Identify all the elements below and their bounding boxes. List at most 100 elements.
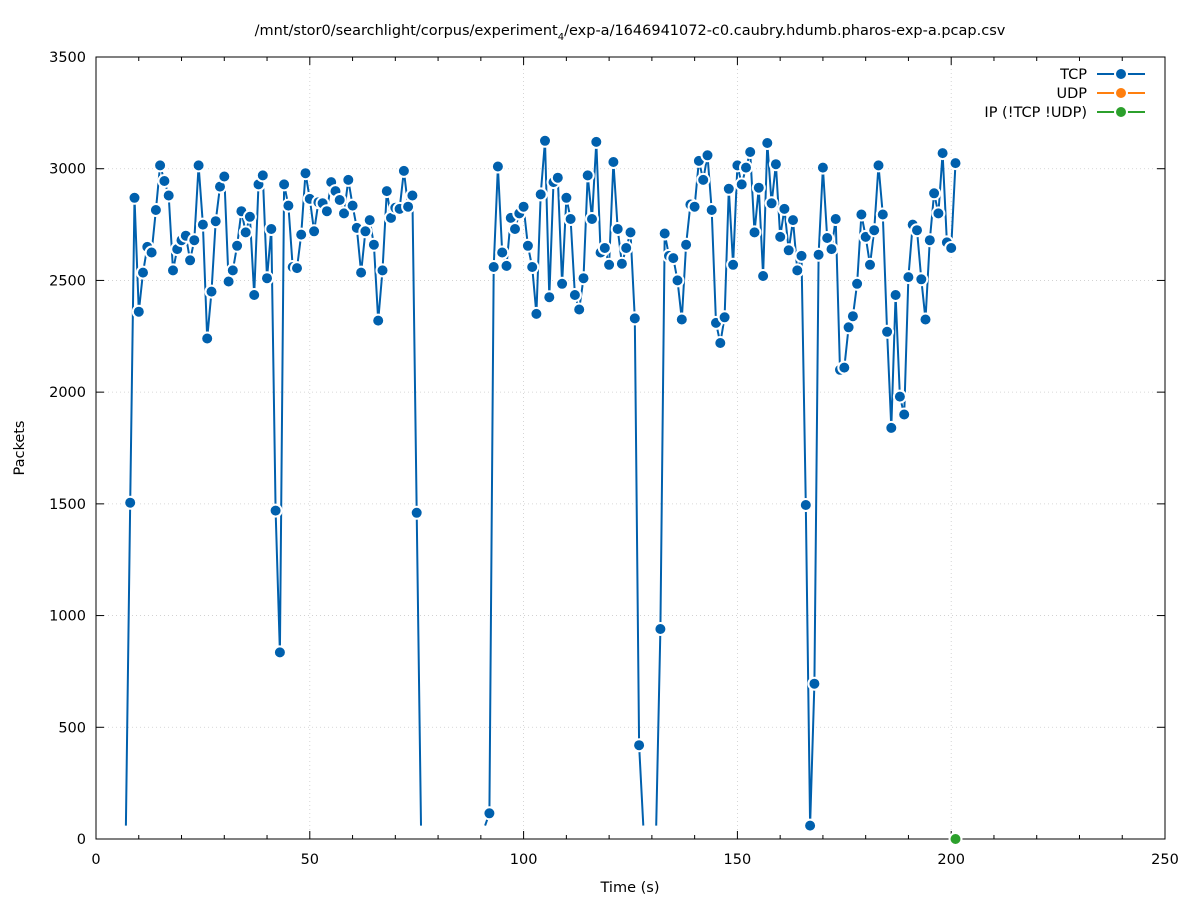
y-tick-label: 0	[77, 832, 86, 848]
data-point	[897, 407, 912, 422]
data-point	[161, 188, 176, 203]
data-point	[127, 190, 142, 205]
data-point	[619, 241, 634, 255]
data-point	[366, 237, 381, 252]
chart-title-suffix: /exp-a/1646941072-c0.caubry.hdumb.pharos…	[564, 23, 1006, 39]
data-point	[627, 311, 642, 326]
data-point	[666, 251, 681, 266]
data-point	[777, 201, 792, 216]
data-point	[371, 313, 386, 328]
data-point	[892, 389, 907, 404]
data-point	[602, 257, 617, 272]
data-point	[786, 213, 800, 228]
data-point	[726, 257, 741, 272]
data-point	[888, 288, 903, 302]
data-point	[610, 222, 625, 236]
data-point	[948, 832, 963, 846]
data-point	[166, 263, 180, 278]
series-line	[655, 142, 957, 827]
data-point	[264, 222, 279, 236]
data-point	[837, 360, 852, 375]
data-point	[204, 284, 219, 299]
data-point	[790, 263, 805, 278]
data-point	[901, 270, 916, 285]
y-tick-label: 1000	[49, 609, 86, 625]
data-point	[272, 645, 287, 660]
data-point	[760, 136, 775, 150]
data-point	[217, 169, 232, 184]
data-point	[337, 206, 351, 221]
data-point	[379, 184, 394, 199]
data-point	[148, 203, 163, 217]
data-point	[401, 199, 416, 214]
data-point	[490, 159, 505, 174]
data-point	[875, 207, 890, 222]
data-point	[533, 187, 548, 202]
plot-frame	[95, 56, 1166, 840]
data-point	[555, 276, 570, 291]
legend-label: IP (!TCP !UDP)	[984, 105, 1087, 121]
data-point	[183, 253, 198, 268]
data-point	[520, 238, 535, 253]
data-point	[191, 158, 206, 173]
data-point	[268, 503, 283, 518]
data-point	[563, 212, 578, 226]
data-point	[597, 241, 612, 255]
data-point	[589, 134, 604, 149]
data-point	[242, 209, 257, 224]
data-point	[632, 738, 647, 753]
data-point	[332, 193, 347, 207]
data-point	[144, 245, 159, 260]
data-point	[123, 495, 138, 510]
data-point	[854, 207, 869, 222]
data-point	[721, 181, 736, 196]
chart-title: /mnt/stor0/searchlight/corpus/experiment…	[255, 23, 1006, 43]
data-point	[358, 224, 373, 239]
data-point	[576, 271, 591, 286]
data-point	[238, 225, 253, 240]
legend-marker	[1114, 67, 1128, 81]
data-point	[696, 172, 711, 187]
data-point	[948, 156, 963, 171]
data-point	[606, 155, 621, 169]
chart-title-subscript: 4	[558, 32, 564, 43]
data-point	[674, 312, 689, 327]
data-point	[319, 204, 334, 219]
data-point	[298, 166, 313, 181]
data-point	[927, 186, 942, 201]
data-point	[499, 258, 514, 273]
data-point	[409, 505, 424, 520]
data-point	[277, 177, 292, 192]
data-point	[516, 199, 531, 214]
data-point	[811, 247, 826, 262]
data-point	[542, 290, 557, 305]
data-point	[294, 227, 309, 242]
data-point	[255, 168, 270, 183]
data-point	[807, 676, 822, 691]
data-point	[794, 248, 809, 263]
data-point	[931, 206, 946, 221]
data-point	[345, 198, 360, 213]
y-tick-label: 2000	[49, 385, 86, 401]
x-tick-label: 0	[91, 852, 100, 868]
data-point	[734, 177, 749, 192]
data-point	[341, 172, 356, 187]
series-ip-tcp-udp	[948, 832, 963, 846]
data-point	[850, 276, 865, 291]
data-point	[136, 265, 150, 280]
data-point	[200, 331, 215, 346]
x-tick-label: 250	[1151, 852, 1179, 868]
data-point	[880, 324, 895, 339]
data-point	[290, 261, 304, 276]
data-point	[529, 306, 544, 321]
data-point	[751, 180, 766, 195]
data-point	[580, 168, 595, 183]
data-point	[914, 272, 929, 287]
data-point	[230, 238, 245, 253]
data-point	[871, 158, 886, 173]
data-point	[803, 818, 818, 833]
data-point	[495, 245, 510, 260]
x-tick-label: 100	[510, 852, 538, 868]
data-point	[798, 498, 813, 512]
